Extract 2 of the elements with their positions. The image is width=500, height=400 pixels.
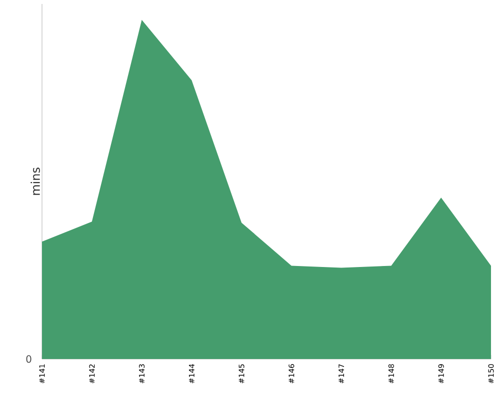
text: 0 — [26, 355, 32, 363]
y-axis-title: mins — [30, 168, 40, 195]
